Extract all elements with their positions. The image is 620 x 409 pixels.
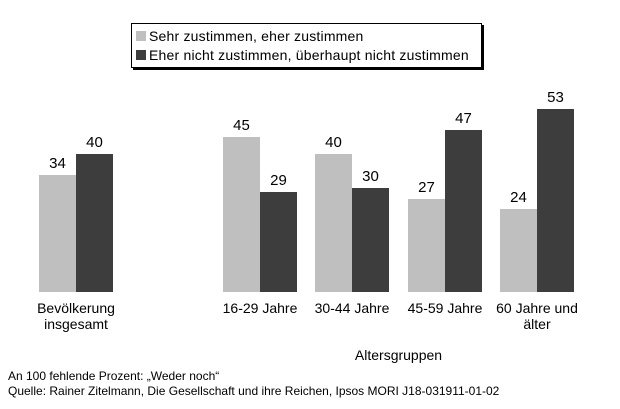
legend-item-agree: Sehr zustimmen, eher zustimmen — [136, 28, 481, 44]
bar-series1-group1 — [39, 175, 76, 292]
category-label: 45-59 Jahre — [407, 300, 483, 316]
legend-label-agree: Sehr zustimmen, eher zustimmen — [149, 27, 364, 44]
bar-value-label: 45 — [233, 117, 250, 134]
bar-series2-group3 — [352, 188, 389, 292]
category-label: 30-44 Jahre — [314, 300, 390, 316]
x-axis-title: Altersgruppen — [354, 347, 443, 363]
bar-value-label: 40 — [86, 134, 103, 151]
footnote-source: Quelle: Rainer Zitelmann, Die Gesellscha… — [8, 384, 500, 398]
legend-label-disagree: Eher nicht zustimmen, überhaupt nicht zu… — [149, 47, 469, 64]
bar-series2-group2 — [260, 192, 297, 292]
bar-value-label: 53 — [547, 89, 564, 106]
bar-series2-group5 — [537, 109, 574, 292]
category-label: 16-29 Jahre — [222, 300, 298, 316]
bar-value-label: 27 — [418, 179, 435, 196]
footnote-missing-percent: An 100 fehlende Prozent: „Weder noch“ — [8, 369, 220, 383]
footnotes: An 100 fehlende Prozent: „Weder noch“ Qu… — [8, 369, 499, 399]
bar-series1-group3 — [315, 154, 352, 292]
bar-value-label: 34 — [49, 155, 66, 172]
legend: Sehr zustimmen, eher zustimmen Eher nich… — [131, 23, 482, 68]
bar-series1-group5 — [500, 209, 537, 292]
bar-value-label: 40 — [325, 134, 342, 151]
legend-swatch-agree — [136, 30, 146, 41]
bar-series1-group2 — [223, 137, 260, 292]
bar-value-label: 24 — [510, 189, 527, 206]
category-label: 60 Jahre und älter — [496, 300, 578, 332]
bar-series2-group1 — [76, 154, 113, 292]
category-label: Bevölkerung insgesamt — [37, 300, 115, 332]
legend-swatch-disagree — [136, 50, 146, 61]
bar-series1-group4 — [408, 199, 445, 292]
bar-value-label: 30 — [362, 168, 379, 185]
bar-value-label: 29 — [270, 172, 287, 189]
bar-series2-group4 — [445, 130, 482, 292]
bar-value-label: 47 — [455, 110, 472, 127]
legend-item-disagree: Eher nicht zustimmen, überhaupt nicht zu… — [136, 47, 481, 63]
